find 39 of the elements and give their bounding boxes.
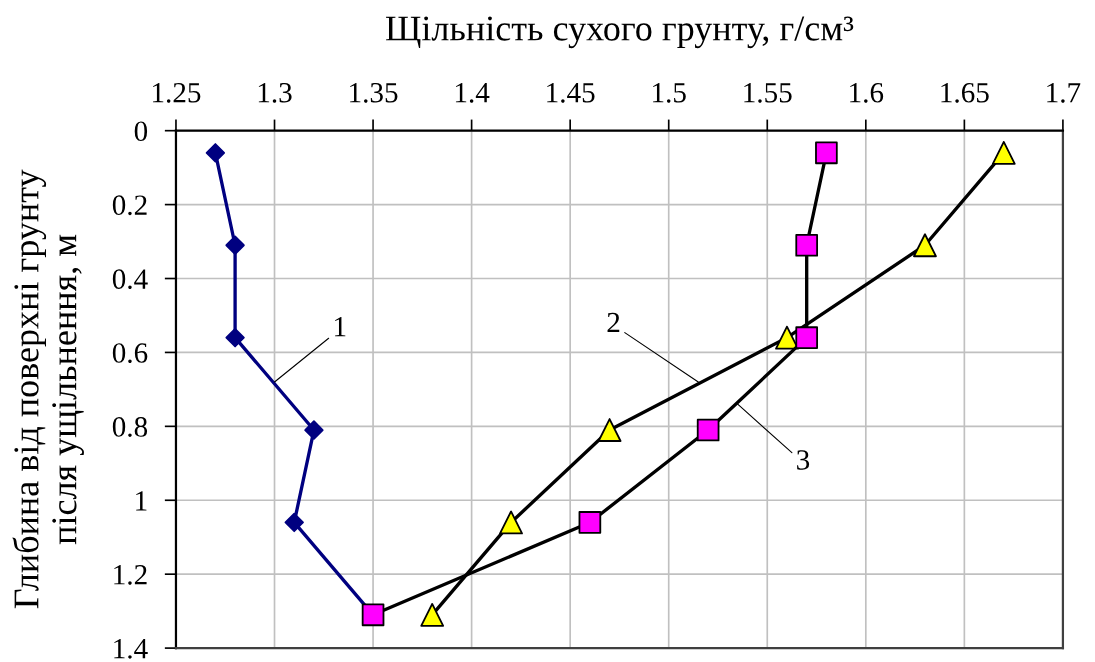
y-tick-label: 1 bbox=[136, 491, 147, 511]
y-axis-title: Глибина від поверхні грунту після ущільнення, м bbox=[12, 169, 84, 609]
x-tick-label: 1.7 bbox=[1047, 82, 1081, 103]
point bbox=[205, 143, 226, 163]
x-tick-label: 1.65 bbox=[941, 82, 989, 103]
y-tick-label: 0.2 bbox=[112, 195, 147, 216]
point bbox=[225, 235, 245, 255]
x-tick-label: 1.35 bbox=[350, 82, 398, 103]
y-tick-label: 1.2 bbox=[114, 564, 147, 585]
x-tick-label: 1.45 bbox=[547, 82, 595, 103]
x-tick-label: 1.3 bbox=[258, 82, 292, 103]
point bbox=[815, 141, 838, 165]
point bbox=[913, 233, 937, 258]
point bbox=[420, 602, 445, 627]
point bbox=[795, 326, 819, 349]
point bbox=[304, 420, 324, 440]
point bbox=[991, 140, 1016, 165]
x-tick-label: 1.4 bbox=[455, 82, 490, 103]
y-tick-label: 0.6 bbox=[112, 343, 148, 363]
annotation: 1 bbox=[335, 316, 346, 337]
point bbox=[795, 233, 819, 257]
annotation: 2 bbox=[607, 312, 620, 333]
point bbox=[775, 325, 799, 350]
y-tick-label: 1.4 bbox=[114, 638, 148, 659]
x-tick-label: 1.55 bbox=[744, 82, 792, 103]
x-tick-label: 1.6 bbox=[850, 82, 884, 103]
y-tick-label: 0.8 bbox=[112, 417, 148, 437]
point bbox=[284, 512, 304, 533]
x-tick-label: 1.25 bbox=[153, 82, 201, 103]
y-tick-label: 0 bbox=[134, 121, 148, 142]
x-axis-title: Щільність сухого грунту, г/см³ bbox=[385, 16, 854, 49]
point bbox=[225, 327, 245, 348]
y-tick-label: 0.4 bbox=[112, 269, 148, 290]
point bbox=[597, 418, 622, 442]
point bbox=[696, 418, 720, 442]
annotation: 3 bbox=[797, 450, 810, 470]
point bbox=[499, 510, 523, 535]
point bbox=[578, 511, 602, 534]
x-tick-label: 1.5 bbox=[653, 82, 686, 103]
